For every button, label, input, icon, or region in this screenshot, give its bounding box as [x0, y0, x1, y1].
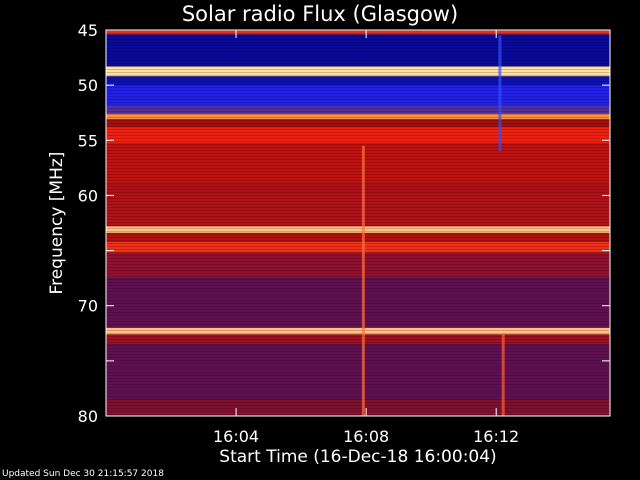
updated-timestamp: Updated Sun Dec 30 21:15:57 2018 [2, 469, 164, 479]
x-axis-label: Start Time (16-Dec-18 16:00:04) [219, 447, 496, 467]
texture-overlay [106, 30, 610, 416]
burst-0 [361, 145, 365, 417]
burst-1 [498, 35, 502, 152]
x-tick-label-1: 16:08 [343, 427, 389, 446]
y-tick-label-5: 70 [78, 297, 98, 316]
y-axis-label-text: Frequency [47, 201, 67, 294]
x-tick-label-0: 16:04 [213, 427, 259, 446]
y-tick-label-3: 60 [78, 186, 98, 205]
y-tick-label-1: 50 [78, 76, 98, 95]
y-tick-label-7: 80 [78, 407, 98, 426]
y-axis-bracket-open: [ [47, 195, 67, 202]
y-tick-label-2: 55 [78, 131, 98, 150]
chart-title: Solar radio Flux (Glasgow) [181, 2, 459, 26]
y-tick-label-0: 45 [78, 21, 98, 40]
x-tick-label-2: 16:12 [473, 427, 519, 446]
y-axis-label: Frequency [MHz] [47, 152, 67, 295]
plot-frame [105, 29, 611, 417]
burst-2 [501, 333, 505, 416]
y-axis-unit: MHz [47, 158, 67, 194]
y-axis-bracket-close: ] [47, 152, 67, 159]
